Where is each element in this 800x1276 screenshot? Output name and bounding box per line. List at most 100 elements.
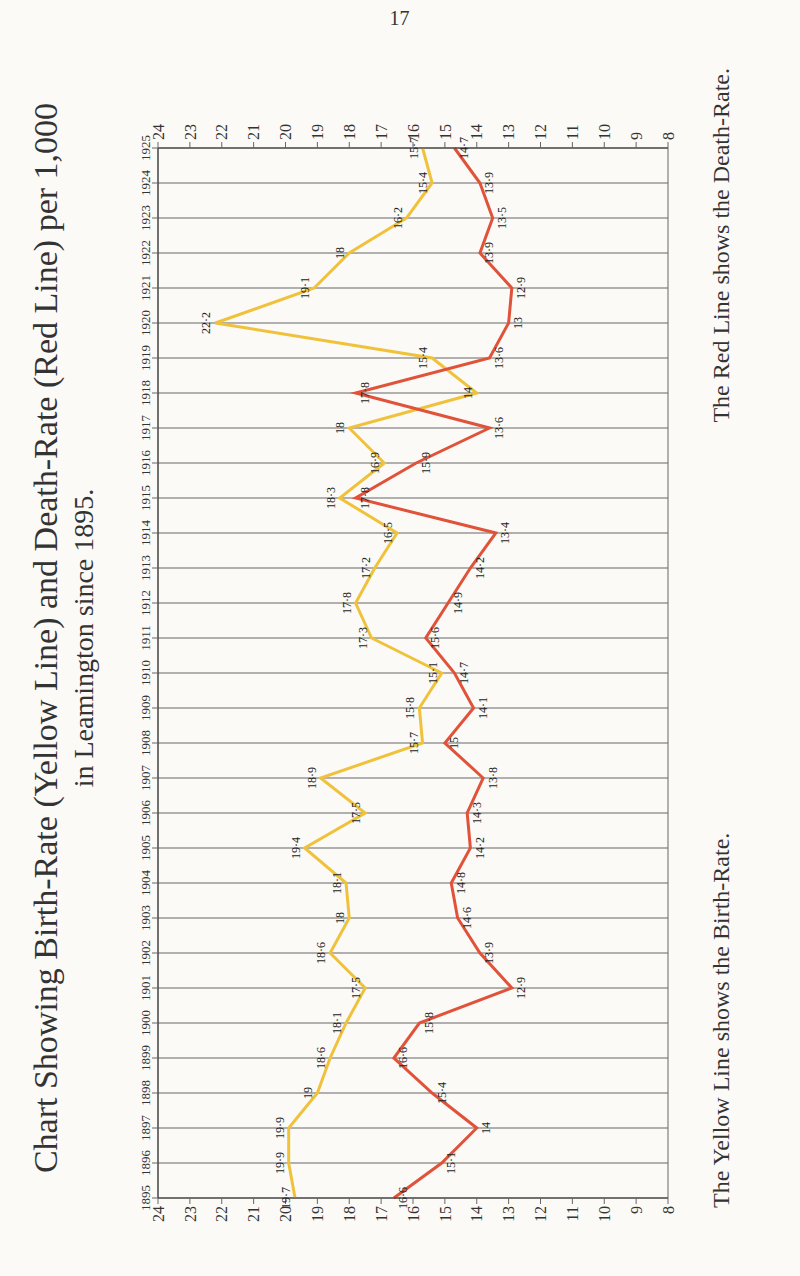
svg-text:19·9: 19·9 xyxy=(273,1152,287,1174)
svg-text:17·5: 17·5 xyxy=(349,802,363,824)
svg-text:13·8: 13·8 xyxy=(486,767,500,789)
svg-text:24: 24 xyxy=(150,1206,167,1222)
svg-text:17·5: 17·5 xyxy=(349,977,363,999)
svg-text:15: 15 xyxy=(437,124,454,140)
svg-text:17: 17 xyxy=(373,124,390,140)
svg-text:1922: 1922 xyxy=(138,240,153,266)
svg-text:1916: 1916 xyxy=(138,450,153,477)
svg-text:1921: 1921 xyxy=(138,275,153,301)
svg-text:15·8: 15·8 xyxy=(422,1012,436,1034)
svg-text:17: 17 xyxy=(373,1206,390,1222)
svg-text:1911: 1911 xyxy=(138,625,153,651)
svg-text:13: 13 xyxy=(511,317,525,329)
svg-text:18·1: 18·1 xyxy=(330,872,344,894)
svg-text:11: 11 xyxy=(564,125,581,140)
svg-text:17·8: 17·8 xyxy=(358,382,372,404)
svg-text:19: 19 xyxy=(309,124,326,140)
svg-text:18·3: 18·3 xyxy=(324,487,338,509)
svg-text:15·4: 15·4 xyxy=(416,172,430,194)
svg-text:19·4: 19·4 xyxy=(289,837,303,859)
svg-text:14·7: 14·7 xyxy=(457,137,471,159)
svg-text:1918: 1918 xyxy=(138,380,153,406)
svg-text:1924: 1924 xyxy=(138,170,153,197)
svg-text:1910: 1910 xyxy=(138,660,153,686)
svg-text:19·9: 19·9 xyxy=(273,1117,287,1139)
svg-text:22: 22 xyxy=(213,1206,230,1222)
svg-text:1919: 1919 xyxy=(138,345,153,371)
svg-text:1912: 1912 xyxy=(138,590,153,616)
svg-text:1908: 1908 xyxy=(138,730,153,756)
svg-text:19: 19 xyxy=(309,1206,326,1222)
svg-text:15: 15 xyxy=(437,1206,454,1222)
svg-text:22·2: 22·2 xyxy=(199,312,213,334)
svg-text:14: 14 xyxy=(479,1122,493,1134)
svg-text:1917: 1917 xyxy=(138,415,153,442)
svg-text:10: 10 xyxy=(596,124,613,140)
svg-text:18: 18 xyxy=(333,422,347,434)
svg-text:18: 18 xyxy=(341,124,358,140)
svg-text:1902: 1902 xyxy=(138,940,153,966)
svg-text:14: 14 xyxy=(461,387,475,399)
svg-text:1899: 1899 xyxy=(138,1045,153,1071)
svg-text:1901: 1901 xyxy=(138,975,153,1001)
svg-text:14: 14 xyxy=(468,124,485,140)
svg-text:1923: 1923 xyxy=(138,205,153,231)
svg-text:10: 10 xyxy=(596,1206,613,1222)
svg-text:17·3: 17·3 xyxy=(356,627,370,649)
svg-text:16·2: 16·2 xyxy=(391,207,405,229)
svg-text:1897: 1897 xyxy=(138,1115,153,1142)
svg-text:13·4: 13·4 xyxy=(498,522,512,544)
svg-text:15·7: 15·7 xyxy=(407,732,421,754)
svg-text:1915: 1915 xyxy=(138,485,153,511)
svg-text:15·7: 15·7 xyxy=(407,137,421,159)
svg-text:13·9: 13·9 xyxy=(482,942,496,964)
svg-text:14·3: 14·3 xyxy=(470,802,484,824)
svg-text:16·6: 16·6 xyxy=(396,1047,410,1069)
svg-text:19·1: 19·1 xyxy=(298,277,312,299)
svg-text:13·6: 13·6 xyxy=(492,417,506,439)
svg-text:16·9: 16·9 xyxy=(368,452,382,474)
svg-text:14·2: 14·2 xyxy=(473,557,487,579)
svg-text:23: 23 xyxy=(182,1206,199,1222)
svg-text:15·1: 15·1 xyxy=(426,662,440,684)
svg-text:22: 22 xyxy=(213,124,230,140)
svg-text:1904: 1904 xyxy=(138,870,153,897)
svg-text:18·6: 18·6 xyxy=(314,942,328,964)
svg-text:19·7: 19·7 xyxy=(279,1187,293,1209)
svg-text:12·9: 12·9 xyxy=(514,277,528,299)
svg-text:18: 18 xyxy=(341,1206,358,1222)
svg-text:13·9: 13·9 xyxy=(482,242,496,264)
svg-text:13·9: 13·9 xyxy=(482,172,496,194)
svg-text:18: 18 xyxy=(333,912,347,924)
svg-text:15·4: 15·4 xyxy=(416,347,430,369)
svg-text:21: 21 xyxy=(245,1206,262,1222)
svg-text:1909: 1909 xyxy=(138,695,153,721)
svg-text:15·9: 15·9 xyxy=(419,452,433,474)
svg-text:15·4: 15·4 xyxy=(435,1082,449,1104)
svg-text:20: 20 xyxy=(277,124,294,140)
svg-text:8: 8 xyxy=(660,132,677,140)
svg-text:16·6: 16·6 xyxy=(396,1187,410,1209)
svg-text:14·8: 14·8 xyxy=(454,872,468,894)
svg-text:12·9: 12·9 xyxy=(514,977,528,999)
svg-text:13: 13 xyxy=(500,1206,517,1222)
svg-text:14·7: 14·7 xyxy=(457,662,471,684)
svg-text:1906: 1906 xyxy=(138,800,153,827)
svg-text:13: 13 xyxy=(500,124,517,140)
svg-text:12: 12 xyxy=(532,124,549,140)
svg-text:1900: 1900 xyxy=(138,1010,153,1036)
svg-text:15·8: 15·8 xyxy=(403,697,417,719)
svg-text:1913: 1913 xyxy=(138,555,153,581)
svg-text:1920: 1920 xyxy=(138,310,153,336)
svg-text:14·2: 14·2 xyxy=(473,837,487,859)
svg-text:19: 19 xyxy=(301,1087,315,1099)
svg-text:17·2: 17·2 xyxy=(359,557,373,579)
svg-text:1914: 1914 xyxy=(138,520,153,547)
svg-text:1898: 1898 xyxy=(138,1080,153,1106)
svg-text:17·8: 17·8 xyxy=(358,487,372,509)
svg-text:16·5: 16·5 xyxy=(381,522,395,544)
svg-text:15·1: 15·1 xyxy=(444,1152,458,1174)
svg-text:14: 14 xyxy=(468,1206,485,1222)
svg-text:14·6: 14·6 xyxy=(460,907,474,929)
svg-text:1903: 1903 xyxy=(138,905,153,931)
